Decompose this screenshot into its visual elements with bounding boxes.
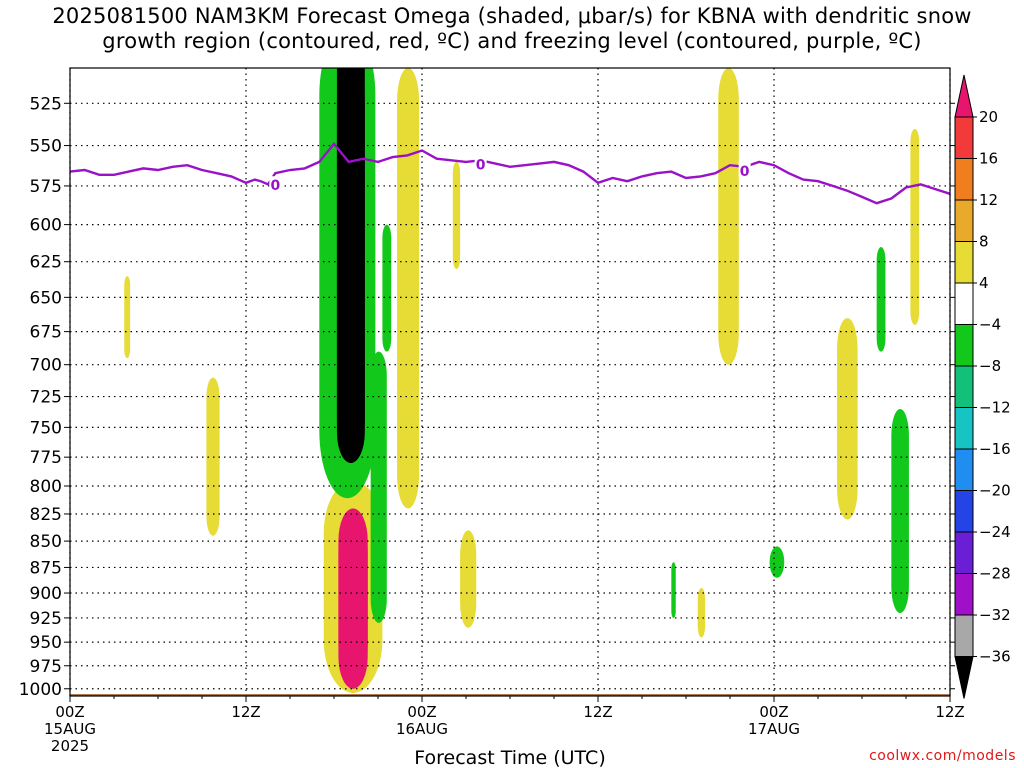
colorbar-label: −32 bbox=[979, 606, 1011, 624]
y-axis: 525 550 575 600 625 650 675 700 725 750 775 800 825 8… bbox=[19, 94, 955, 700]
y-tick-label: 850 bbox=[30, 532, 62, 552]
y-tick-label: 825 bbox=[30, 505, 62, 525]
y-tick-label: 750 bbox=[30, 418, 62, 438]
omega-cell-3 bbox=[382, 224, 392, 352]
colorbar-swatch-m12_m8 bbox=[954, 365, 974, 408]
omega-cell-6 bbox=[769, 546, 785, 578]
colorbar-label: 12 bbox=[979, 191, 998, 209]
freezing-level-label: 0 bbox=[740, 164, 750, 180]
x-tick-date: 16AUG bbox=[396, 720, 448, 738]
omega-cell-12 bbox=[460, 530, 477, 628]
freezing-level-label: 0 bbox=[476, 157, 486, 173]
omega-cell-16 bbox=[910, 128, 920, 325]
colorbar-label: −20 bbox=[979, 482, 1011, 500]
colorbar-label: −4 bbox=[979, 316, 1001, 334]
colorbar-label: −16 bbox=[979, 440, 1011, 458]
x-tick-date: 15AUG bbox=[44, 720, 96, 738]
x-tick-date: 17AUG bbox=[748, 720, 800, 738]
y-tick-label: 1000 bbox=[19, 680, 62, 700]
colorbar-label: 16 bbox=[979, 150, 998, 168]
chart-title: 2025081500 NAM3KM Forecast Omega (shaded… bbox=[0, 4, 1024, 54]
colorbar-label: −12 bbox=[979, 399, 1011, 417]
freezing-level-contour: 0 0 0 bbox=[70, 142, 950, 205]
descent-core bbox=[338, 508, 368, 689]
colorbar-label: 20 bbox=[979, 108, 998, 126]
omega-cell-4 bbox=[876, 247, 886, 352]
omega-cell-5 bbox=[891, 409, 909, 613]
colorbar-label: −24 bbox=[979, 523, 1011, 541]
x-tick-label: 12Z bbox=[231, 703, 260, 721]
colorbar: 20 16 12 8 4 −4 −8 −12 −16 −20 −24 −28 −32 −36 bbox=[954, 74, 1011, 699]
y-tick-label: 600 bbox=[30, 216, 62, 236]
x-tick-label: 00Z bbox=[407, 703, 436, 721]
y-tick-label: 875 bbox=[30, 558, 62, 578]
ascent-core bbox=[336, 68, 365, 463]
x-tick-label: 00Z bbox=[759, 703, 788, 721]
x-tick-year: 2025 bbox=[51, 737, 89, 755]
plot-frame bbox=[69, 67, 951, 697]
colorbar-swatch-8_12 bbox=[954, 199, 974, 242]
omega-cell-8 bbox=[397, 68, 420, 509]
colorbar-label: −28 bbox=[979, 565, 1011, 583]
credit-text: coolwx.com/models bbox=[869, 748, 1016, 764]
y-tick-label: 775 bbox=[30, 448, 62, 468]
colorbar-swatch-m36_m32 bbox=[954, 614, 974, 657]
omega-cell-11 bbox=[452, 161, 461, 269]
y-tick-label: 525 bbox=[30, 94, 62, 114]
omega-cell-15 bbox=[837, 318, 858, 520]
freezing-level-line bbox=[70, 142, 950, 205]
y-tick-label: 800 bbox=[30, 477, 62, 497]
omega-shading bbox=[124, 68, 920, 693]
x-tick-label: 12Z bbox=[935, 703, 964, 721]
colorbar-swatch-4_8 bbox=[954, 241, 974, 284]
colorbar-label: −36 bbox=[979, 648, 1011, 666]
x-axis-label: Forecast Time (UTC) bbox=[414, 747, 605, 768]
omega-cell-14 bbox=[718, 68, 739, 365]
colorbar-swatch-m8_m4 bbox=[954, 324, 974, 367]
y-tick-label: 925 bbox=[30, 609, 62, 629]
colorbar-label: −8 bbox=[979, 357, 1001, 375]
colorbar-top-arrow bbox=[954, 74, 974, 118]
colorbar-label: 8 bbox=[979, 233, 989, 251]
freezing-label-bg-2 bbox=[738, 161, 751, 178]
x-tick-label: 00Z bbox=[55, 703, 84, 721]
freezing-label-bg-1 bbox=[474, 155, 487, 172]
y-tick-label: 700 bbox=[30, 356, 62, 376]
colorbar-swatch-m24_m20 bbox=[954, 490, 974, 533]
freezing-label-bg-0 bbox=[269, 176, 282, 193]
terrain-band bbox=[70, 694, 950, 696]
colorbar-swatch-m16_m12 bbox=[954, 407, 974, 450]
omega-cell-2 bbox=[370, 351, 387, 623]
colorbar-swatch-m32_m28 bbox=[954, 573, 974, 616]
omega-cell-7 bbox=[671, 562, 676, 618]
y-tick-label: 725 bbox=[30, 388, 62, 408]
y-tick-label: 950 bbox=[30, 633, 62, 653]
grid bbox=[69, 68, 951, 696]
omega-cell-13 bbox=[697, 587, 706, 638]
title-line-2: growth region (contoured, red, ºC) and f… bbox=[102, 29, 922, 53]
x-tick-label: 12Z bbox=[583, 703, 612, 721]
y-tick-label: 975 bbox=[30, 657, 62, 677]
colorbar-swatch-m20_m16 bbox=[954, 448, 974, 491]
colorbar-swatch-m4_4 bbox=[954, 282, 974, 325]
title-line-1: 2025081500 NAM3KM Forecast Omega (shaded… bbox=[52, 4, 972, 28]
freezing-level-label: 0 bbox=[270, 178, 280, 194]
colorbar-swatch-16_20 bbox=[954, 116, 974, 159]
colorbar-bottom-arrow bbox=[954, 656, 974, 699]
y-tick-label: 625 bbox=[30, 253, 62, 273]
colorbar-swatch-m28_m24 bbox=[954, 531, 974, 574]
y-tick-label: 575 bbox=[30, 177, 62, 197]
y-tick-label: 650 bbox=[30, 288, 62, 308]
y-tick-label: 900 bbox=[30, 584, 62, 604]
colorbar-swatch-12_16 bbox=[954, 158, 974, 201]
y-tick-label: 675 bbox=[30, 323, 62, 343]
colorbar-label: 4 bbox=[979, 274, 989, 292]
omega-cell-9 bbox=[124, 276, 131, 359]
terrain bbox=[70, 694, 950, 696]
y-tick-label: 550 bbox=[30, 137, 62, 157]
